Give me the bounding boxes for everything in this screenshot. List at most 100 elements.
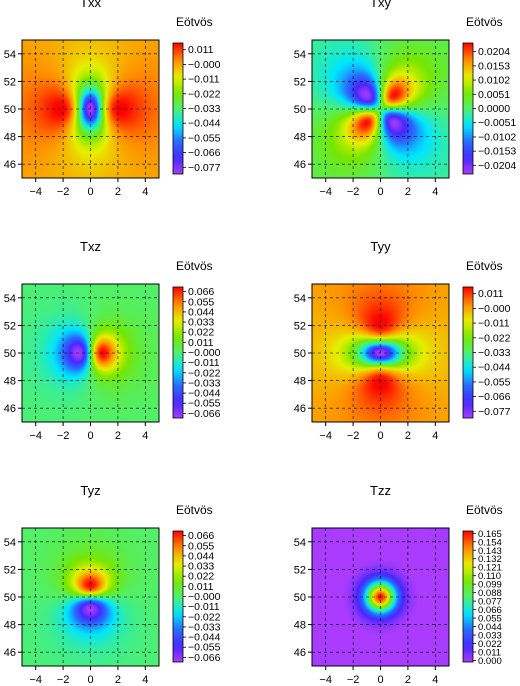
colorbar-tick-label: −0.033	[188, 103, 221, 115]
panel-xx: −4 −2 0 2 4 46 48 50 52 54 Txx Eötvös 0.011 −0.000 −0.…	[4, 0, 221, 198]
colorbar-tick-label: 0.044	[188, 306, 214, 318]
colorbar-tick-label: −0.044	[188, 388, 221, 400]
colorbar-tick-label: −0.066	[478, 391, 511, 403]
colorbar-tick-label: −0.011	[188, 601, 220, 613]
y-tick-label: 50	[4, 104, 16, 116]
colorbar-tick-label: 0.055	[478, 614, 502, 625]
colorbar-tick-label: −0.022	[188, 611, 221, 623]
colorbar	[462, 530, 474, 663]
colorbar-tick-label: −0.077	[188, 162, 221, 174]
y-tick-label: 50	[4, 348, 16, 360]
panel-title: Txx	[80, 0, 101, 10]
y-tick-label: 50	[294, 348, 306, 360]
colorbar-tick-label: 0.154	[478, 537, 502, 548]
colorbar-tick-label: 0.0204	[478, 46, 510, 58]
colorbar-tick-label: −0.000	[188, 59, 221, 71]
colorbar-tick-label: −0.022	[478, 332, 511, 344]
colorbar-tick-label: −0.055	[188, 642, 221, 654]
y-tick-label: 52	[4, 320, 16, 332]
colorbar-tick-label: −0.055	[188, 132, 221, 144]
colorbar-tick-label: 0.066	[478, 605, 502, 616]
x-tick-label: −4	[29, 674, 42, 686]
y-tick-label: 54	[4, 537, 16, 549]
y-tick-label: 54	[4, 293, 16, 305]
y-tick-label: 50	[4, 592, 16, 604]
colorbar-tick-label: −0.044	[478, 362, 511, 374]
colorbar-tick-label: 0.066	[188, 530, 214, 542]
colorbar-tick-label: −0.033	[188, 377, 221, 389]
x-tick-label: −4	[29, 186, 42, 198]
x-tick-label: 0	[377, 186, 383, 198]
colorbar-tick-label: 0.011	[478, 288, 504, 300]
y-tick-label: 48	[4, 376, 16, 388]
colorbar-tick-label: −0.044	[188, 632, 221, 644]
y-tick-label: 54	[294, 537, 306, 549]
x-tick-label: −2	[57, 430, 70, 442]
colorbar-tick-label: −0.044	[188, 118, 221, 130]
colorbar-tick-label: −0.022	[188, 88, 221, 100]
x-tick-label: 2	[405, 430, 411, 442]
x-tick-label: −4	[29, 430, 42, 442]
colorbar-tick-label: 0.022	[188, 327, 214, 339]
colorbar-label: Eötvös	[466, 259, 503, 273]
colorbar-tick-label: −0.0153	[478, 146, 516, 158]
y-tick-label: 52	[294, 76, 306, 88]
y-tick-label: 46	[4, 403, 16, 415]
x-tick-label: 2	[115, 430, 121, 442]
colorbar-tick-label: −0.0204	[478, 160, 516, 172]
colorbar-tick-label: 0.044	[188, 550, 214, 562]
y-tick-label: 52	[294, 564, 306, 576]
y-tick-label: 46	[294, 647, 306, 659]
x-tick-label: 0	[377, 674, 383, 686]
y-tick-label: 54	[294, 293, 306, 305]
y-tick-label: 52	[4, 564, 16, 576]
colorbar-tick-label: −0.000	[478, 303, 511, 315]
colorbar-tick-label: 0.000	[478, 656, 502, 667]
colorbar	[462, 42, 474, 175]
x-tick-label: −2	[57, 674, 70, 686]
x-tick-label: 2	[115, 674, 121, 686]
colorbar-tick-label: 0.143	[478, 546, 502, 557]
colorbar-label: Eötvös	[466, 503, 503, 517]
y-tick-label: 48	[294, 620, 306, 632]
colorbar-tick-label: 0.022	[188, 571, 214, 583]
panel-yz: −4 −2 0 2 4 46 48 50 52 54 Tyz Eötvös 0.0660.0550.04…	[4, 483, 221, 686]
x-tick-label: 4	[432, 674, 438, 686]
x-tick-label: −2	[347, 430, 360, 442]
y-tick-label: 52	[4, 76, 16, 88]
y-tick-label: 52	[294, 320, 306, 332]
colorbar-tick-label: 0.044	[478, 622, 502, 633]
colorbar-tick-label: 0.022	[478, 639, 502, 650]
x-tick-label: 2	[405, 186, 411, 198]
colorbar-tick-label: −0.000	[188, 591, 221, 603]
x-tick-label: 0	[87, 674, 93, 686]
colorbar-tick-label: 0.055	[188, 296, 214, 308]
x-tick-label: −4	[319, 186, 332, 198]
y-tick-label: 48	[4, 132, 16, 144]
colorbar-tick-label: −0.000	[188, 347, 221, 359]
y-tick-label: 48	[4, 620, 16, 632]
colorbar-tick-label: −0.066	[188, 652, 221, 664]
colorbar-tick-label: 0.165	[478, 529, 502, 540]
panel-title: Txz	[80, 239, 101, 254]
colorbar-tick-label: 0.110	[478, 571, 501, 582]
colorbar-tick-label: −0.0102	[478, 131, 516, 143]
x-tick-label: −2	[347, 674, 360, 686]
x-tick-label: 4	[142, 430, 148, 442]
x-tick-label: −4	[319, 674, 332, 686]
colorbar-tick-label: 0.033	[478, 631, 502, 642]
colorbar-tick-label: 0.099	[478, 580, 502, 591]
colorbar-tick-label: −0.055	[478, 376, 511, 388]
colorbar-label: Eötvös	[176, 259, 213, 273]
y-tick-label: 46	[4, 647, 16, 659]
y-tick-label: 50	[294, 592, 306, 604]
colorbar-tick-label: 0.121	[478, 563, 502, 574]
panel-title: Tyy	[370, 239, 391, 254]
x-tick-label: 4	[432, 186, 438, 198]
x-tick-label: 2	[115, 186, 121, 198]
colorbar-tick-label: 0.0000	[478, 103, 510, 115]
y-tick-label: 48	[294, 132, 306, 144]
colorbar-tick-label: 0.066	[188, 286, 214, 298]
colorbar-tick-label: 0.088	[478, 588, 502, 599]
